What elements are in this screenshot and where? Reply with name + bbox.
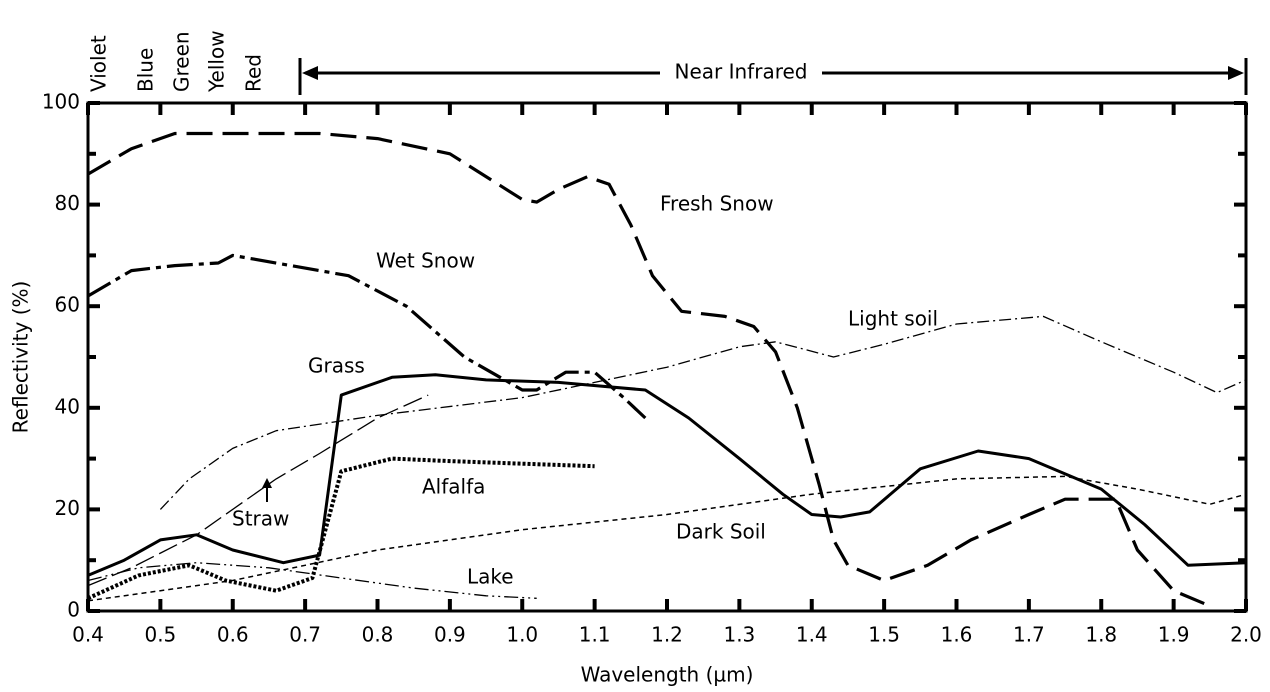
x-tick-label: 1.3 xyxy=(723,623,755,647)
x-tick-label: 1.9 xyxy=(1158,623,1190,647)
series-label: Wet Snow xyxy=(376,249,475,273)
series-line xyxy=(87,456,595,601)
series-label: Grass xyxy=(308,354,365,378)
x-tick-label: 0.9 xyxy=(434,623,466,647)
series-line xyxy=(87,475,1247,602)
series-label: Alfalfa xyxy=(422,475,485,499)
series-line xyxy=(87,131,1211,608)
series-line xyxy=(87,394,429,587)
arrow-head xyxy=(302,66,318,80)
series-label: Fresh Snow xyxy=(660,192,774,216)
x-tick-label: 0.4 xyxy=(72,623,104,647)
series-label: Light soil xyxy=(848,307,938,331)
series-line xyxy=(87,253,647,420)
series-label: Straw xyxy=(232,507,289,531)
band-label: Blue xyxy=(134,48,158,92)
x-axis-label: Wavelength (µm) xyxy=(581,663,754,687)
band-label: Yellow xyxy=(205,30,229,93)
x-tick-label: 1.0 xyxy=(506,623,538,647)
x-tick-label: 1.1 xyxy=(579,623,611,647)
y-tick-label: 60 xyxy=(55,293,80,317)
series-line xyxy=(87,373,1247,577)
x-tick-label: 1.8 xyxy=(1085,623,1117,647)
x-tick-label: 0.5 xyxy=(144,623,176,647)
x-tick-label: 1.2 xyxy=(651,623,683,647)
y-axis-label: Reflectivity (%) xyxy=(9,281,33,434)
y-tick-label: 100 xyxy=(42,90,80,114)
series-line xyxy=(159,315,1247,510)
x-tick-label: 0.7 xyxy=(289,623,321,647)
straw-arrow xyxy=(262,478,272,502)
series-label: Lake xyxy=(467,565,514,589)
band-label: Green xyxy=(170,31,194,92)
arrow-head xyxy=(1228,66,1244,80)
near-infrared-label: Near Infrared xyxy=(675,60,808,84)
plot-frame xyxy=(86,101,1248,613)
series-line xyxy=(87,562,537,599)
x-tick-label: 1.4 xyxy=(796,623,828,647)
x-tick-label: 1.6 xyxy=(941,623,973,647)
y-tick-label: 0 xyxy=(67,598,80,622)
band-label: Violet xyxy=(87,35,111,92)
x-tick-label: 0.8 xyxy=(362,623,394,647)
series-label: Dark Soil xyxy=(676,520,766,544)
x-tick-label: 0.6 xyxy=(217,623,249,647)
y-tick-label: 40 xyxy=(55,394,80,418)
x-tick-label: 1.5 xyxy=(868,623,900,647)
x-tick-label: 1.7 xyxy=(1013,623,1045,647)
y-tick-label: 80 xyxy=(55,191,80,215)
x-tick-label: 2.0 xyxy=(1230,623,1262,647)
band-label: Red xyxy=(242,54,266,92)
near-infrared-arrow xyxy=(298,58,1248,95)
y-tick-label: 20 xyxy=(55,496,80,520)
arrow-head xyxy=(262,478,272,488)
